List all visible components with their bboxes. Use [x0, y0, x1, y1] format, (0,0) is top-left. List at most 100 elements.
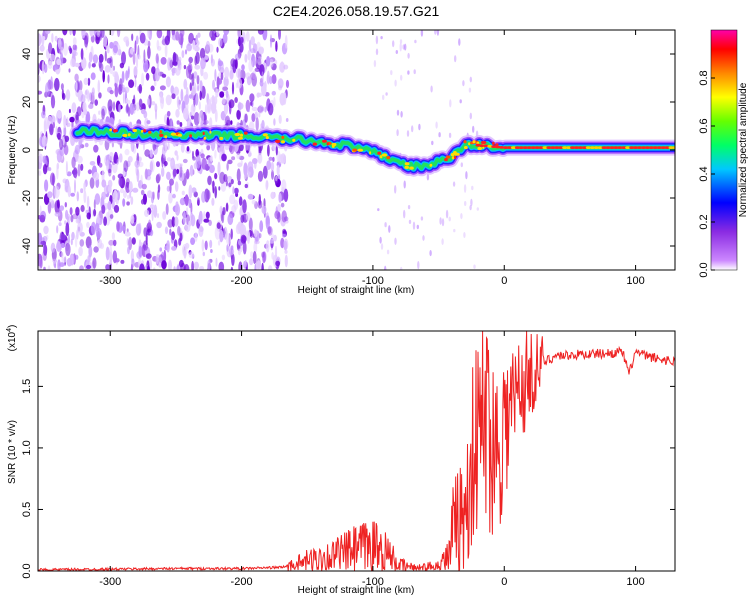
- noise-blob: [107, 99, 113, 112]
- noise-blob: [41, 60, 45, 75]
- signal-peak: [464, 146, 468, 150]
- noise-blob: [208, 164, 215, 174]
- noise-blob: [377, 208, 380, 212]
- noise-blob: [173, 168, 177, 177]
- noise-blob: [121, 51, 126, 65]
- noise-blob: [109, 41, 114, 49]
- noise-blob: [400, 111, 403, 118]
- noise-blob: [468, 87, 472, 93]
- noise-blob: [181, 190, 185, 196]
- noise-blob: [38, 74, 41, 83]
- noise-blob: [56, 58, 62, 66]
- noise-blob: [276, 164, 280, 176]
- signal-peak: [237, 136, 243, 140]
- noise-blob: [147, 46, 151, 59]
- noise-blob: [284, 254, 288, 268]
- noise-blob: [176, 168, 180, 175]
- noise-blob: [394, 185, 397, 194]
- noise-blob: [404, 43, 407, 51]
- noise-blob: [159, 85, 166, 91]
- noise-blob: [268, 156, 273, 161]
- noise-blob: [146, 120, 151, 125]
- noise-blob: [60, 233, 66, 241]
- noise-blob: [142, 240, 149, 251]
- noise-blob: [116, 30, 121, 38]
- noise-blob: [49, 53, 56, 62]
- noise-blob: [205, 211, 210, 219]
- noise-blob: [163, 160, 168, 167]
- noise-blob: [250, 48, 256, 54]
- signal-peak: [652, 146, 658, 150]
- noise-blob: [230, 228, 233, 240]
- noise-blob: [375, 48, 379, 56]
- colorbar-tick-label: 0.8: [698, 70, 710, 85]
- signal-peak: [570, 146, 576, 150]
- noise-blob: [57, 266, 61, 270]
- noise-blob: [183, 78, 188, 90]
- noise-blob: [61, 88, 64, 99]
- noise-blob: [169, 182, 172, 194]
- noise-blob: [239, 143, 244, 152]
- colorbar-scale: [710, 29, 738, 271]
- noise-blob: [153, 267, 156, 270]
- noise-blob: [252, 158, 258, 165]
- noise-blob: [216, 46, 219, 53]
- noise-blob: [85, 90, 88, 95]
- noise-blob: [197, 84, 200, 92]
- noise-blob: [210, 249, 213, 253]
- noise-blob: [170, 85, 175, 95]
- signal-peak: [404, 162, 410, 166]
- noise-blob: [174, 150, 178, 156]
- signal-peak: [159, 130, 162, 134]
- noise-blob: [247, 193, 254, 200]
- noise-blob: [101, 169, 105, 183]
- noise-blob: [271, 169, 274, 180]
- noise-blob: [459, 99, 462, 104]
- signal-peak: [574, 146, 579, 150]
- noise-blob: [63, 114, 67, 129]
- noise-blob: [101, 108, 105, 120]
- noise-blob: [104, 50, 107, 62]
- noise-blob: [188, 220, 192, 227]
- noise-blob: [63, 256, 67, 263]
- noise-blob: [221, 234, 224, 241]
- x-tick-label: -200: [231, 576, 253, 588]
- noise-blob: [69, 116, 75, 123]
- signal-peak: [202, 131, 205, 136]
- noise-blob: [43, 244, 48, 256]
- signal-peak: [487, 144, 493, 148]
- noise-blob: [38, 170, 42, 176]
- noise-blob: [261, 205, 267, 214]
- noise-blob: [170, 118, 173, 128]
- noise-blob: [100, 30, 105, 38]
- noise-blob: [44, 63, 48, 73]
- noise-blob: [220, 182, 227, 192]
- signal-peak: [503, 146, 509, 150]
- noise-blob: [247, 107, 250, 113]
- noise-blob: [275, 40, 278, 52]
- noise-blob: [123, 190, 127, 198]
- noise-blob: [229, 194, 236, 205]
- noise-blob: [114, 73, 120, 84]
- noise-blob: [43, 266, 46, 270]
- noise-blob: [166, 171, 171, 180]
- noise-blob: [48, 42, 53, 54]
- noise-blob: [147, 98, 150, 106]
- noise-blob: [60, 83, 64, 91]
- signal-peak: [265, 136, 269, 140]
- noise-blob: [242, 241, 247, 255]
- noise-blob: [163, 249, 167, 263]
- noise-blob: [470, 198, 473, 207]
- x-tick-label: 100: [626, 576, 644, 588]
- x-tick-label: -100: [362, 576, 384, 588]
- noise-blob: [60, 242, 65, 248]
- noise-blob: [198, 225, 204, 238]
- noise-blob: [38, 90, 43, 95]
- noise-blob: [251, 106, 258, 112]
- noise-blob: [248, 151, 252, 158]
- signal-peak: [656, 146, 662, 150]
- noise-blob: [151, 207, 154, 222]
- noise-blob: [71, 102, 77, 114]
- noise-blob: [107, 200, 112, 211]
- noise-blob: [384, 222, 387, 228]
